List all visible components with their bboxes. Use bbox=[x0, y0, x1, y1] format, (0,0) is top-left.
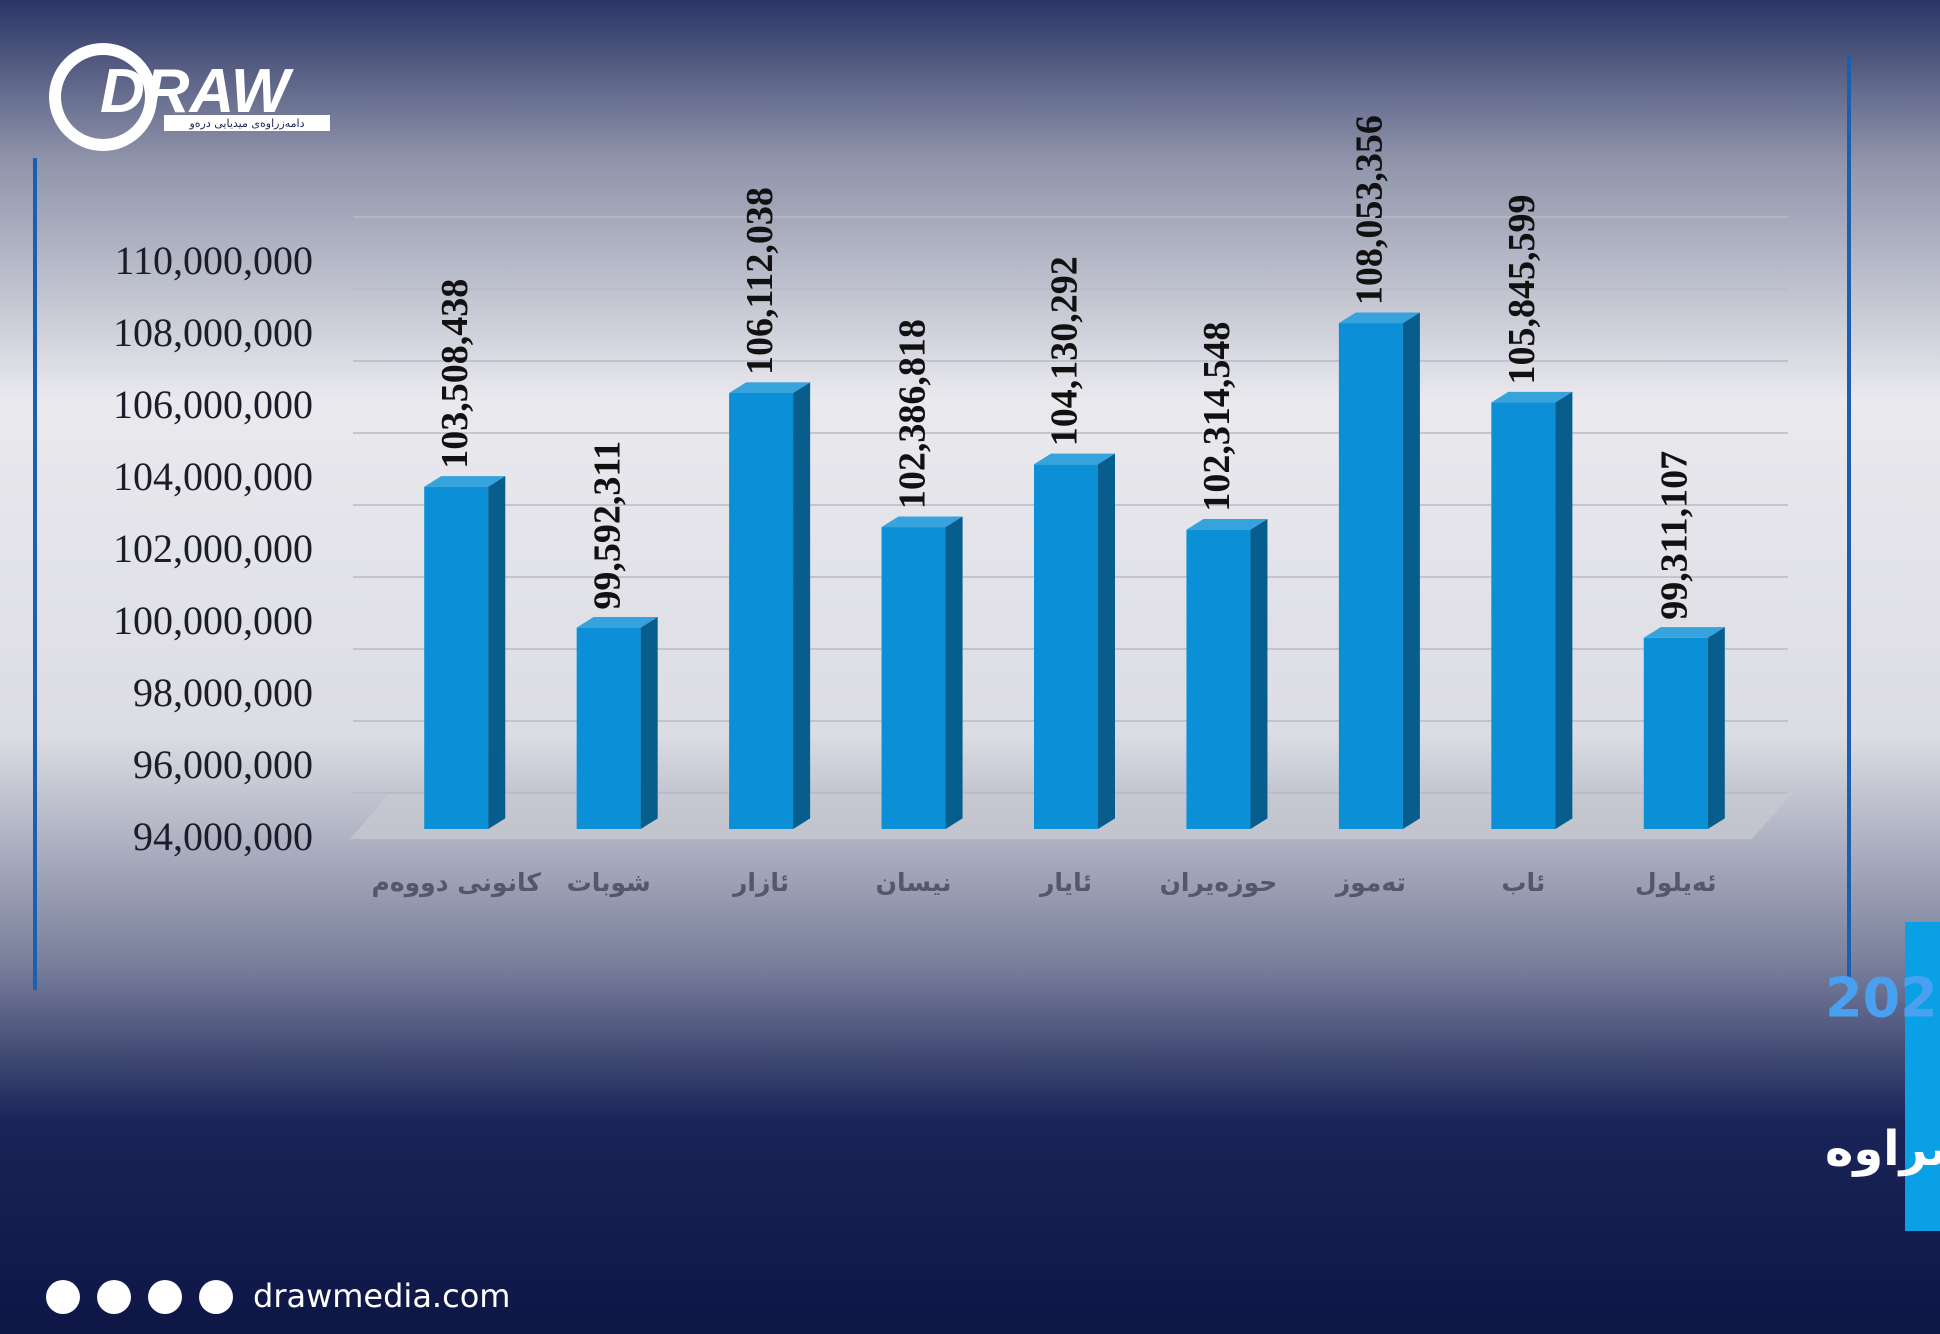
bar bbox=[881, 527, 946, 829]
bar bbox=[1643, 637, 1708, 829]
bar-top bbox=[424, 476, 506, 487]
bar-top bbox=[881, 516, 963, 528]
bar-side bbox=[488, 476, 506, 829]
bar-group bbox=[1338, 312, 1420, 829]
icon bbox=[46, 1280, 80, 1314]
bar-top bbox=[729, 382, 811, 393]
y-tick-label: 102,000,000 bbox=[113, 526, 313, 571]
bar-side-shade bbox=[1555, 391, 1573, 829]
bar-top bbox=[1034, 453, 1115, 465]
bar-side-shade bbox=[945, 516, 963, 829]
bar-top-light bbox=[1338, 312, 1420, 324]
value-label: 102,314,548 bbox=[1196, 322, 1238, 512]
bar-side-shade bbox=[1402, 312, 1420, 829]
logo-ring bbox=[49, 43, 157, 151]
logo-bar bbox=[164, 115, 330, 131]
bar-side-shade bbox=[640, 617, 658, 829]
bar-top bbox=[576, 617, 658, 628]
x-tick-label: ئاب bbox=[1501, 868, 1545, 897]
bar-side bbox=[945, 516, 963, 829]
y-tick-label: 110,000,000 bbox=[114, 238, 313, 283]
bar-top bbox=[1186, 519, 1268, 530]
bar-group bbox=[424, 476, 506, 829]
logo-text: DRAW bbox=[100, 57, 294, 126]
website: drawmedia.com bbox=[253, 1277, 510, 1315]
bar-top-light bbox=[881, 516, 963, 528]
chart-title: هەناردەو داهاتی نەوتی عێراق لە سێ چارەکی… bbox=[1825, 967, 1940, 1030]
x-tick-label: کانونی دووەم bbox=[372, 868, 542, 898]
bar-top bbox=[1491, 391, 1573, 403]
bar-top-light bbox=[576, 617, 658, 628]
y-tick-label: 108,000,000 bbox=[113, 310, 313, 355]
value-label: 104,130,292 bbox=[1044, 256, 1086, 446]
bar-group bbox=[729, 382, 811, 829]
bar-top bbox=[1643, 627, 1725, 638]
x-tick-label: تەموز bbox=[1334, 868, 1406, 898]
bar bbox=[1186, 529, 1251, 829]
value-label: 99,592,311 bbox=[586, 441, 628, 610]
y-tick-label: 104,000,000 bbox=[113, 454, 313, 499]
bar bbox=[1034, 464, 1098, 829]
bar-side-shade bbox=[488, 476, 506, 829]
bar-group bbox=[1491, 391, 1573, 829]
x-tick-label: حوزەیران bbox=[1160, 868, 1278, 898]
bar bbox=[1491, 402, 1556, 829]
bar-top-light bbox=[1491, 391, 1573, 403]
bar-side bbox=[1555, 391, 1573, 829]
logo-subtitle: دامەزراوەی میدیایی درەو bbox=[188, 117, 304, 130]
bar-group bbox=[576, 617, 658, 829]
bar-top bbox=[1338, 312, 1420, 324]
bar-group bbox=[881, 516, 963, 829]
bar-top-light bbox=[729, 382, 811, 393]
bar-group bbox=[1034, 453, 1115, 829]
bar-top-light bbox=[424, 476, 506, 487]
logo: DRAW دامەزراوەی میدیایی درەو bbox=[49, 43, 330, 151]
y-tick-label: 98,000,000 bbox=[133, 670, 313, 715]
bar-side bbox=[1250, 519, 1268, 829]
value-label: 103,508,438 bbox=[434, 279, 476, 469]
bar-side-shade bbox=[1250, 519, 1268, 829]
social-icons bbox=[46, 1280, 233, 1314]
bar-side bbox=[793, 382, 811, 829]
bar-side-shade bbox=[793, 382, 811, 829]
side-block bbox=[1905, 922, 1940, 1231]
icon bbox=[148, 1280, 182, 1314]
x-tick-label: شوبات bbox=[567, 868, 651, 898]
x-tick-label: نیسان bbox=[876, 868, 952, 897]
bar bbox=[424, 486, 489, 829]
value-label: 105,845,599 bbox=[1501, 195, 1543, 385]
value-label: 99,311,107 bbox=[1653, 451, 1695, 620]
x-tick-label: ئازار bbox=[731, 868, 789, 897]
value-label: 108,053,356 bbox=[1349, 115, 1391, 305]
value-label: 102,386,818 bbox=[891, 319, 933, 509]
bar-group bbox=[1186, 519, 1268, 829]
y-tick-label: 106,000,000 bbox=[113, 382, 313, 427]
bar-side-shade bbox=[1707, 627, 1725, 829]
y-tick-label: 94,000,000 bbox=[133, 814, 313, 859]
bar-top-light bbox=[1643, 627, 1725, 638]
bar-top-light bbox=[1186, 519, 1268, 530]
icon bbox=[199, 1280, 233, 1314]
icon bbox=[97, 1280, 131, 1314]
bar-side bbox=[1402, 312, 1420, 829]
bar-side bbox=[1707, 627, 1725, 829]
y-tick-label: 100,000,000 bbox=[113, 598, 313, 643]
bar-side-shade bbox=[1098, 453, 1115, 829]
bar-group bbox=[1643, 627, 1725, 829]
value-label: 106,112,038 bbox=[739, 187, 781, 375]
bar bbox=[1338, 323, 1403, 829]
bar-top-light bbox=[1034, 453, 1115, 465]
x-tick-label: ئایار bbox=[1038, 868, 1092, 897]
y-tick-label: 96,000,000 bbox=[133, 742, 313, 787]
bar bbox=[729, 392, 794, 829]
chart-subtitle: بە بەهای (73 ملیار) دۆلار بڕی (931 ملیۆن… bbox=[1825, 1121, 1940, 1177]
bar-side bbox=[640, 617, 658, 829]
x-tick-label: ئەیلول bbox=[1635, 868, 1717, 898]
bar-side bbox=[1098, 453, 1115, 829]
bar bbox=[576, 627, 641, 829]
